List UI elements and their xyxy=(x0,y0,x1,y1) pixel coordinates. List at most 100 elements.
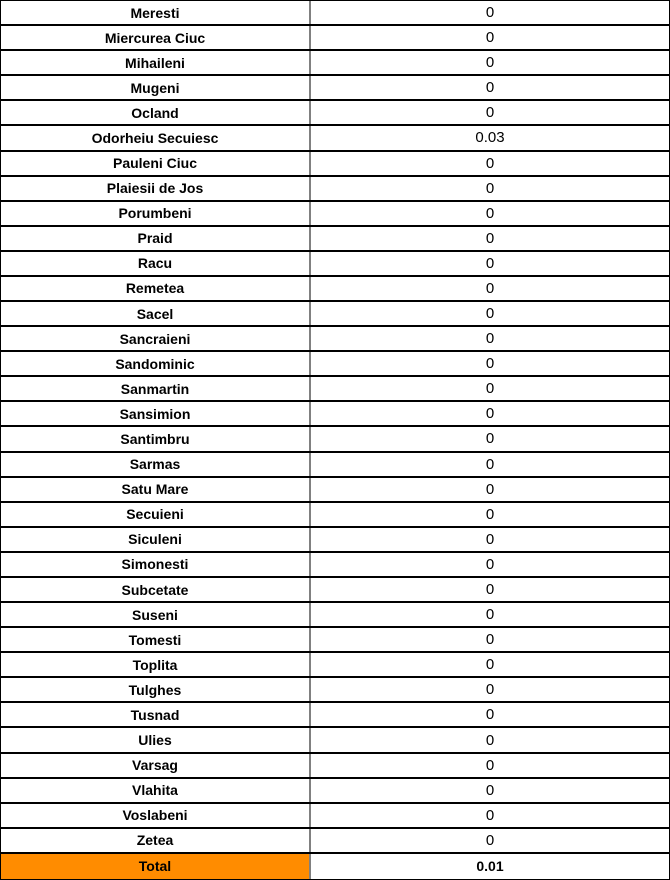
value-text: 0 xyxy=(485,4,495,22)
value-cell: 0 xyxy=(311,804,669,827)
table-row: Praid 0 xyxy=(1,226,669,252)
locality-label: Odorheiu Secuiesc xyxy=(91,129,219,146)
value-cell: 0 xyxy=(311,503,669,526)
locality-cell: Praid xyxy=(1,226,311,250)
locality-label: Subcetate xyxy=(121,581,189,598)
locality-label: Miercurea Ciuc xyxy=(104,29,206,46)
total-value: 0.01 xyxy=(476,858,504,875)
locality-label: Sandominic xyxy=(115,355,195,372)
value-text: 0 xyxy=(485,656,495,674)
table-row: Remetea 0 xyxy=(1,276,669,303)
value-cell: 0 xyxy=(311,754,669,777)
locality-label: Zetea xyxy=(136,832,174,849)
locality-cell: Meresti xyxy=(1,1,311,25)
table-row: Tulghes 0 xyxy=(1,678,669,704)
table-row: Odorheiu Secuiesc 0.03 xyxy=(1,126,669,152)
locality-cell: Mihaileni xyxy=(1,51,311,75)
locality-cell: Sacel xyxy=(1,302,311,326)
value-text: 0 xyxy=(485,154,495,172)
table-row: Voslabeni 0 xyxy=(1,803,669,829)
locality-label: Tulghes xyxy=(128,681,182,698)
value-text: 0 xyxy=(485,530,495,548)
locality-label: Simonesti xyxy=(121,556,189,573)
value-cell: 0.03 xyxy=(311,126,669,149)
value-text: 0 xyxy=(485,305,495,323)
locality-cell: Santimbru xyxy=(1,427,311,451)
value-cell: 0 xyxy=(311,653,669,676)
value-cell: 0 xyxy=(311,678,669,701)
value-cell: 0 xyxy=(311,327,669,350)
value-cell: 0 xyxy=(311,101,669,124)
table-row: Varsag 0 xyxy=(1,753,669,779)
table-row: Tusnad 0 xyxy=(1,703,669,729)
value-text: 0 xyxy=(485,104,495,122)
value-cell: 0 xyxy=(311,302,669,325)
value-text: 0.03 xyxy=(475,129,505,147)
value-text: 0 xyxy=(485,330,495,348)
locality-label: Vlahita xyxy=(132,782,178,799)
value-text: 0 xyxy=(485,831,495,849)
value-cell: 0 xyxy=(311,453,669,476)
value-cell: 0 xyxy=(311,478,669,501)
locality-label: Pauleni Ciuc xyxy=(112,155,198,172)
value-text: 0 xyxy=(485,254,495,272)
table-row: Santimbru 0 xyxy=(1,427,669,453)
locality-cell: Ocland xyxy=(1,101,311,125)
locality-label: Racu xyxy=(137,255,173,272)
value-text: 0 xyxy=(485,229,495,247)
table-row: Meresti 0 xyxy=(1,1,669,27)
value-text: 0 xyxy=(485,631,495,649)
locality-cell: Tomesti xyxy=(1,628,311,652)
locality-label: Secuieni xyxy=(126,506,184,523)
value-cell: 0 xyxy=(311,779,669,802)
locality-label: Remetea xyxy=(125,280,185,297)
value-cell: 0 xyxy=(311,26,669,49)
value-text: 0 xyxy=(485,355,495,373)
locality-label: Santimbru xyxy=(120,430,190,447)
value-text: 0 xyxy=(485,204,495,222)
locality-label: Siculeni xyxy=(128,531,182,548)
locality-label: Tomesti xyxy=(128,631,182,648)
value-text: 0 xyxy=(485,505,495,523)
table-row: Satu Mare 0 xyxy=(1,477,669,503)
value-cell: 0 xyxy=(311,603,669,626)
locality-label: Mugeni xyxy=(130,79,180,96)
table-row: Plaiesii de Jos 0 xyxy=(1,176,669,202)
locality-label: Mihaileni xyxy=(125,54,185,71)
locality-cell: Sansimion xyxy=(1,402,311,426)
table-row: Pauleni Ciuc 0 xyxy=(1,151,669,177)
value-cell: 0 xyxy=(311,227,669,250)
locality-cell: Sancraieni xyxy=(1,327,311,351)
value-cell: 0 xyxy=(311,202,669,225)
table-row: Tomesti 0 xyxy=(1,628,669,654)
locality-cell: Satu Mare xyxy=(1,477,311,501)
value-text: 0 xyxy=(485,731,495,749)
table-row: Sansimion 0 xyxy=(1,402,669,428)
locality-cell: Ulies xyxy=(1,728,311,752)
table-row: Racu 0 xyxy=(1,251,669,277)
locality-cell: Suseni xyxy=(1,603,311,627)
value-text: 0 xyxy=(485,555,495,573)
value-cell: 0 xyxy=(311,152,669,175)
table-row: Mugeni 0 xyxy=(1,76,669,102)
value-text: 0 xyxy=(485,781,495,799)
table-row: Ulies 0 xyxy=(1,728,669,754)
value-text: 0 xyxy=(485,79,495,97)
value-cell: 0 xyxy=(311,252,669,275)
locality-cell: Miercurea Ciuc xyxy=(1,26,311,50)
table-row: Subcetate 0 xyxy=(1,577,669,604)
table-row: Zetea 0 xyxy=(1,828,669,854)
locality-cell: Porumbeni xyxy=(1,201,311,225)
locality-label: Varsag xyxy=(132,757,178,774)
value-cell: 0 xyxy=(311,352,669,375)
locality-label: Sacel xyxy=(136,305,174,322)
table-row: Sarmas 0 xyxy=(1,452,669,478)
table-row: Sancraieni 0 xyxy=(1,327,669,353)
locality-cell: Sandominic xyxy=(1,352,311,376)
locality-cell: Varsag xyxy=(1,753,311,777)
locality-cell: Odorheiu Secuiesc xyxy=(1,126,311,150)
value-cell: 0 xyxy=(311,427,669,450)
locality-cell: Pauleni Ciuc xyxy=(1,151,311,175)
locality-cell: Siculeni xyxy=(1,527,311,551)
